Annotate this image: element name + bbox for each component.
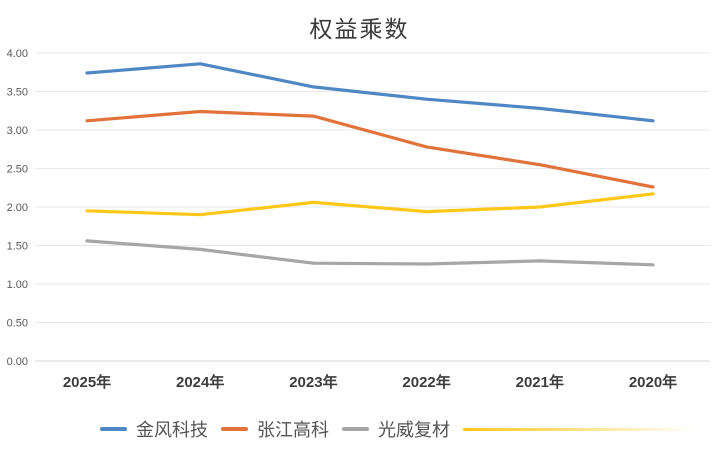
legend-label: 金风科技	[136, 420, 208, 440]
y-tick-label: 2.50	[7, 164, 28, 176]
legend-swatch	[342, 427, 369, 431]
x-axis-label: 2024年	[176, 374, 225, 391]
x-axis-label: 2021年	[515, 374, 564, 391]
x-axis-label: 2022年	[402, 374, 451, 391]
y-tick-label: 0.50	[7, 318, 28, 330]
x-axis: 2025年 2024年 2023年 2022年 2021年 2020年	[0, 371, 719, 395]
y-tick-label: 0.00	[7, 356, 28, 368]
legend-item-张江高科: 张江高科	[221, 416, 329, 442]
y-tick-label: 3.50	[7, 87, 28, 99]
chart-title: 权益乘数	[309, 17, 410, 43]
y-tick-label: 3.00	[7, 125, 28, 137]
legend-swatch	[221, 427, 248, 431]
legend-label: 光威复材	[378, 420, 450, 440]
x-axis-label: 2020年	[628, 374, 678, 391]
legend-item-yellow-unlabeled	[463, 427, 698, 431]
legend-swatch	[100, 427, 127, 431]
legend-item-金风科技: 金风科技	[100, 416, 208, 442]
x-axis-label: 2023年	[289, 374, 338, 391]
series-line-张江高科	[85, 109, 655, 189]
y-tick-label: 1.00	[7, 279, 28, 291]
legend-label: 张江高科	[257, 420, 329, 440]
y-tick-label: 2.00	[7, 202, 28, 214]
legend-swatch	[463, 427, 698, 431]
series-line-yellow-unlabeled	[85, 192, 655, 217]
series-line-光威复材	[85, 239, 655, 267]
y-tick-label: 4.00	[7, 48, 28, 60]
y-tick-label: 1.50	[7, 241, 28, 253]
x-axis-label: 2025年	[62, 374, 112, 391]
legend-item-光威复材: 光威复材	[342, 416, 450, 442]
series-line-金风科技	[85, 62, 655, 123]
chart-legend: 金风科技 张江高科 光威复材	[100, 413, 698, 445]
